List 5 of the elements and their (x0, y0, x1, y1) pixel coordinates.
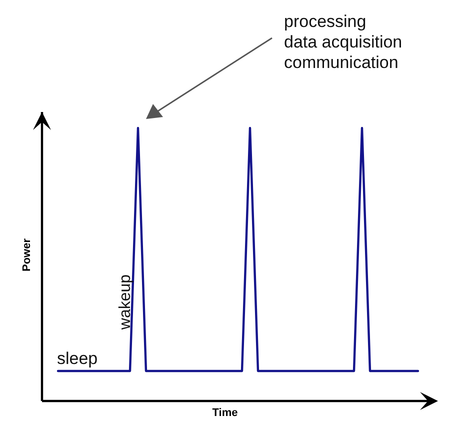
x-axis-title: Time (212, 407, 238, 419)
annotation: wakeup (117, 274, 134, 331)
y-axis-title: Power (21, 238, 33, 272)
text: processing data acquisition communication (284, 12, 402, 72)
annotation: sleep (57, 349, 98, 368)
